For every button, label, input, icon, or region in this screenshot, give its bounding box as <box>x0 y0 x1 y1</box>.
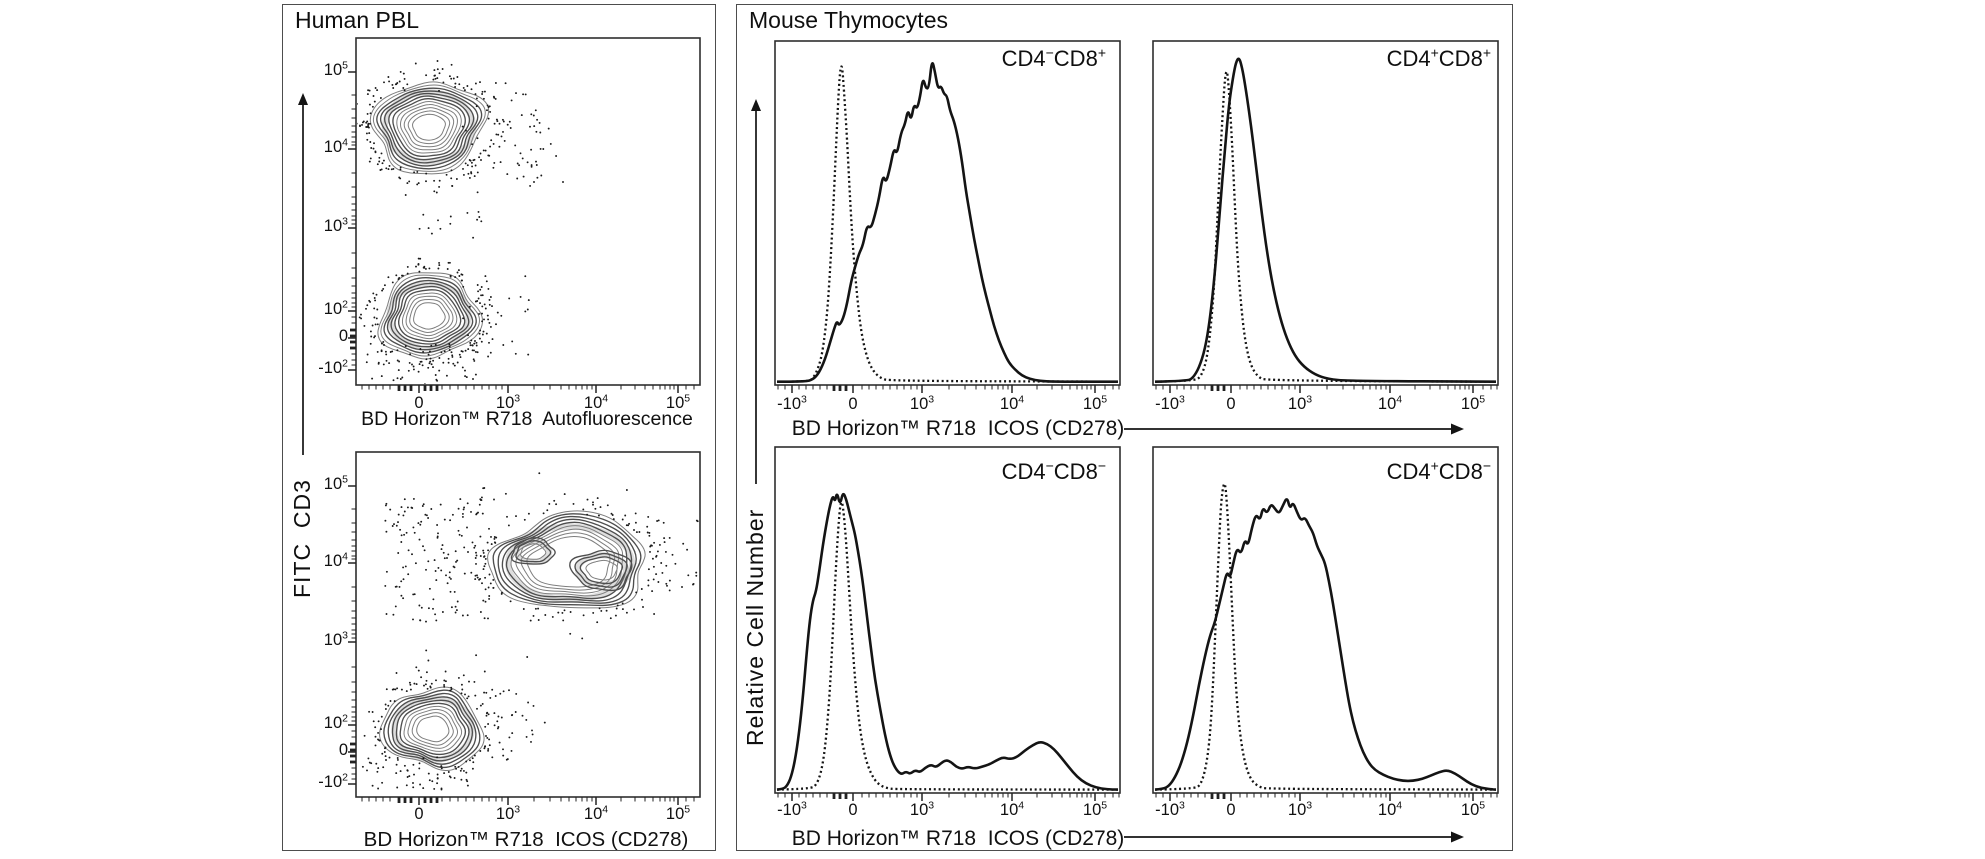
x-tick-label: 104 <box>583 392 609 412</box>
right-arrowhead-icon <box>1451 831 1464 843</box>
cd4neg-cd8pos-stained-curve <box>776 62 1118 383</box>
up-arrowhead-icon <box>751 99 761 111</box>
x-axis-title-autofluorescence: BD Horizon™ R718 Autofluorescence <box>361 408 693 430</box>
x-tick-label: 104 <box>999 393 1025 413</box>
x-tick-label: 0 <box>1226 395 1236 413</box>
y-tick-label: -102 <box>318 771 348 791</box>
x-tick-label: 105 <box>1082 799 1108 819</box>
x-tick-label: 105 <box>665 392 691 412</box>
x-tick-label: 0 <box>1226 801 1236 819</box>
y-tick-label: 102 <box>323 298 348 318</box>
pbl-icos-plot <box>361 472 699 791</box>
y-tick-label: 105 <box>323 473 348 493</box>
x-tick-label: 0 <box>848 395 858 413</box>
cd4neg-cd8pos-control-curve <box>776 65 1119 383</box>
x-tick-label: 0 <box>848 801 858 819</box>
cd4pos-cd8pos-stained-curve <box>1154 57 1497 383</box>
x-tick-label: 0 <box>414 394 424 412</box>
x-tick-label: 105 <box>1460 393 1486 413</box>
x-tick-label: 104 <box>1377 799 1403 819</box>
y-axis-label-relative-cell-number: Relative Cell Number <box>742 508 768 746</box>
y-tick-label: 104 <box>323 136 348 156</box>
x-tick-label: 105 <box>665 803 691 823</box>
right-arrowhead-icon <box>1451 423 1464 435</box>
x-axis-title-icos-left: BD Horizon™ R718 ICOS (CD278) <box>363 828 689 851</box>
x-tick-label: 104 <box>999 799 1025 819</box>
x-tick-label: 104 <box>1377 393 1403 413</box>
up-arrowhead-icon <box>298 93 308 105</box>
gate-label-cd4pos-cd8neg: CD4+CD8− <box>1386 457 1491 484</box>
x-tick-label: -103 <box>1155 799 1185 819</box>
gate-label-cd4pos-cd8pos: CD4+CD8+ <box>1386 44 1491 71</box>
x-tick-label: 103 <box>495 803 521 823</box>
x-axis-title-icos-top: BD Horizon™ R718 ICOS (CD278) <box>791 417 1125 440</box>
y-tick-label: 0 <box>338 741 348 759</box>
panel-title-mouse-thymocytes: Mouse Thymocytes <box>749 7 948 33</box>
x-tick-label: 105 <box>1460 799 1486 819</box>
x-tick-label: 0 <box>414 805 424 823</box>
y-tick-label: 102 <box>323 712 348 732</box>
cd4neg-cd8neg-stained-curve <box>776 492 1119 791</box>
x-tick-label: -103 <box>777 393 807 413</box>
x-tick-label: 103 <box>1287 393 1313 413</box>
gate-label-cd4neg-cd8pos: CD4−CD8+ <box>1001 44 1106 71</box>
x-axis-title-icos-bottom: BD Horizon™ R718 ICOS (CD278) <box>791 827 1125 850</box>
cd4pos-cd8neg-control-curve <box>1154 482 1497 791</box>
y-tick-label: 105 <box>323 59 348 79</box>
panel-title-human-pbl: Human PBL <box>295 7 420 33</box>
x-tick-label: 104 <box>583 803 609 823</box>
x-tick-label: 103 <box>909 393 935 413</box>
x-tick-label: 103 <box>909 799 935 819</box>
gate-label-cd4neg-cd8neg: CD4−CD8− <box>1001 457 1106 484</box>
y-tick-label: 103 <box>323 629 348 649</box>
x-tick-label: -103 <box>1155 393 1185 413</box>
x-tick-label: 103 <box>495 392 521 412</box>
pbl-autofluorescence-plot <box>357 60 564 384</box>
y-tick-label: 0 <box>338 327 348 345</box>
x-tick-label: -103 <box>777 799 807 819</box>
cd4pos-cd8pos-control-curve <box>1154 70 1497 383</box>
y-tick-label: -102 <box>318 357 348 377</box>
cd4pos-cd8neg-stained-curve <box>1154 498 1497 791</box>
cd4neg-cd8neg-control-curve <box>776 501 1119 791</box>
x-tick-label: 105 <box>1082 393 1108 413</box>
x-tick-label: 103 <box>1287 799 1313 819</box>
y-tick-label: 103 <box>323 215 348 235</box>
y-tick-label: 104 <box>323 550 348 570</box>
